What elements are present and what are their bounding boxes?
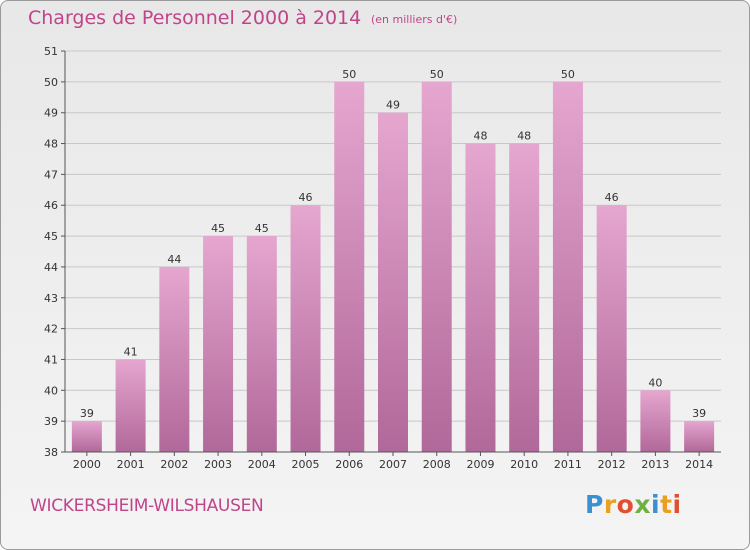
y-tick-label: 45 — [44, 230, 58, 243]
data-label: 41 — [124, 345, 138, 358]
value-labels: 39 41 44 45 45 46 50 49 50 48 48 50 46 40 39 — [80, 68, 706, 420]
data-label: 44 — [167, 253, 181, 266]
x-tick-label: 2004 — [248, 458, 276, 471]
y-tick-label: 49 — [44, 107, 58, 120]
bar — [640, 390, 671, 452]
y-tick-label: 42 — [44, 323, 58, 336]
bar — [334, 81, 365, 452]
x-tick-label: 2013 — [641, 458, 669, 471]
data-label: 46 — [299, 191, 313, 204]
logo-letter: i — [651, 490, 661, 519]
x-tick-label: 2006 — [335, 458, 363, 471]
data-label: 45 — [255, 222, 269, 235]
logo-letter: o — [616, 490, 635, 519]
bars — [71, 81, 715, 453]
commune-name: WICKERSHEIM-WILSHAUSEN — [30, 496, 264, 516]
bar — [596, 205, 627, 452]
data-label: 50 — [430, 68, 444, 81]
x-tick-label: 2002 — [160, 458, 188, 471]
x-tick-label: 2012 — [598, 458, 626, 471]
x-tick-label: 2011 — [554, 458, 582, 471]
bar — [246, 236, 277, 452]
x-tick-label: 2007 — [379, 458, 407, 471]
bar — [552, 81, 583, 452]
y-tick-label: 41 — [44, 353, 58, 366]
bar — [115, 359, 146, 452]
proxiti-logo[interactable]: Proxiti — [585, 490, 682, 519]
y-tick-label: 51 — [44, 45, 58, 58]
y-tick-label: 47 — [44, 168, 58, 181]
data-label: 46 — [605, 191, 619, 204]
bar — [509, 143, 540, 453]
chart-subtitle: (en milliers d'€) — [371, 13, 458, 26]
logo-letter: t — [660, 490, 673, 519]
y-tick-label: 48 — [44, 138, 58, 151]
bar — [684, 421, 715, 452]
x-tick-label: 2003 — [204, 458, 232, 471]
data-label: 50 — [342, 68, 356, 81]
logo-letter: P — [585, 490, 604, 519]
bar — [159, 266, 190, 452]
y-axis: 38 39 40 41 42 43 44 45 46 47 48 49 50 51 — [44, 45, 66, 459]
logo-letter: x — [634, 490, 651, 519]
logo-letter: r — [603, 490, 617, 519]
data-label: 45 — [211, 222, 225, 235]
data-label: 40 — [648, 376, 662, 389]
x-axis: 2000 2001 2002 2003 2004 2005 2006 2007 2008 2009… — [65, 451, 721, 471]
data-label: 49 — [386, 99, 400, 112]
bar — [378, 112, 408, 452]
data-label: 48 — [517, 130, 531, 143]
x-tick-label: 2005 — [292, 458, 320, 471]
y-tick-label: 39 — [44, 415, 58, 428]
bar — [203, 236, 234, 452]
y-tick-label: 44 — [44, 261, 58, 274]
data-label: 39 — [692, 407, 706, 420]
bar — [421, 81, 452, 452]
data-label: 50 — [561, 68, 575, 81]
x-tick-label: 2014 — [685, 458, 713, 471]
y-tick-label: 38 — [44, 446, 58, 459]
y-tick-label: 40 — [44, 384, 58, 397]
bar — [71, 421, 102, 452]
data-label: 48 — [473, 130, 487, 143]
x-tick-label: 2001 — [117, 458, 145, 471]
y-tick-label: 43 — [44, 292, 58, 305]
data-label: 39 — [80, 407, 94, 420]
bar — [290, 205, 321, 452]
y-tick-label: 50 — [44, 76, 58, 89]
x-tick-label: 2010 — [510, 458, 538, 471]
y-tick-label: 46 — [44, 199, 58, 212]
bar — [465, 143, 496, 453]
chart-title: Charges de Personnel 2000 à 2014 — [28, 7, 362, 29]
x-tick-label: 2009 — [466, 458, 494, 471]
x-tick-label: 2000 — [73, 458, 101, 471]
logo-letter: i — [672, 490, 682, 519]
x-tick-label: 2008 — [423, 458, 451, 471]
